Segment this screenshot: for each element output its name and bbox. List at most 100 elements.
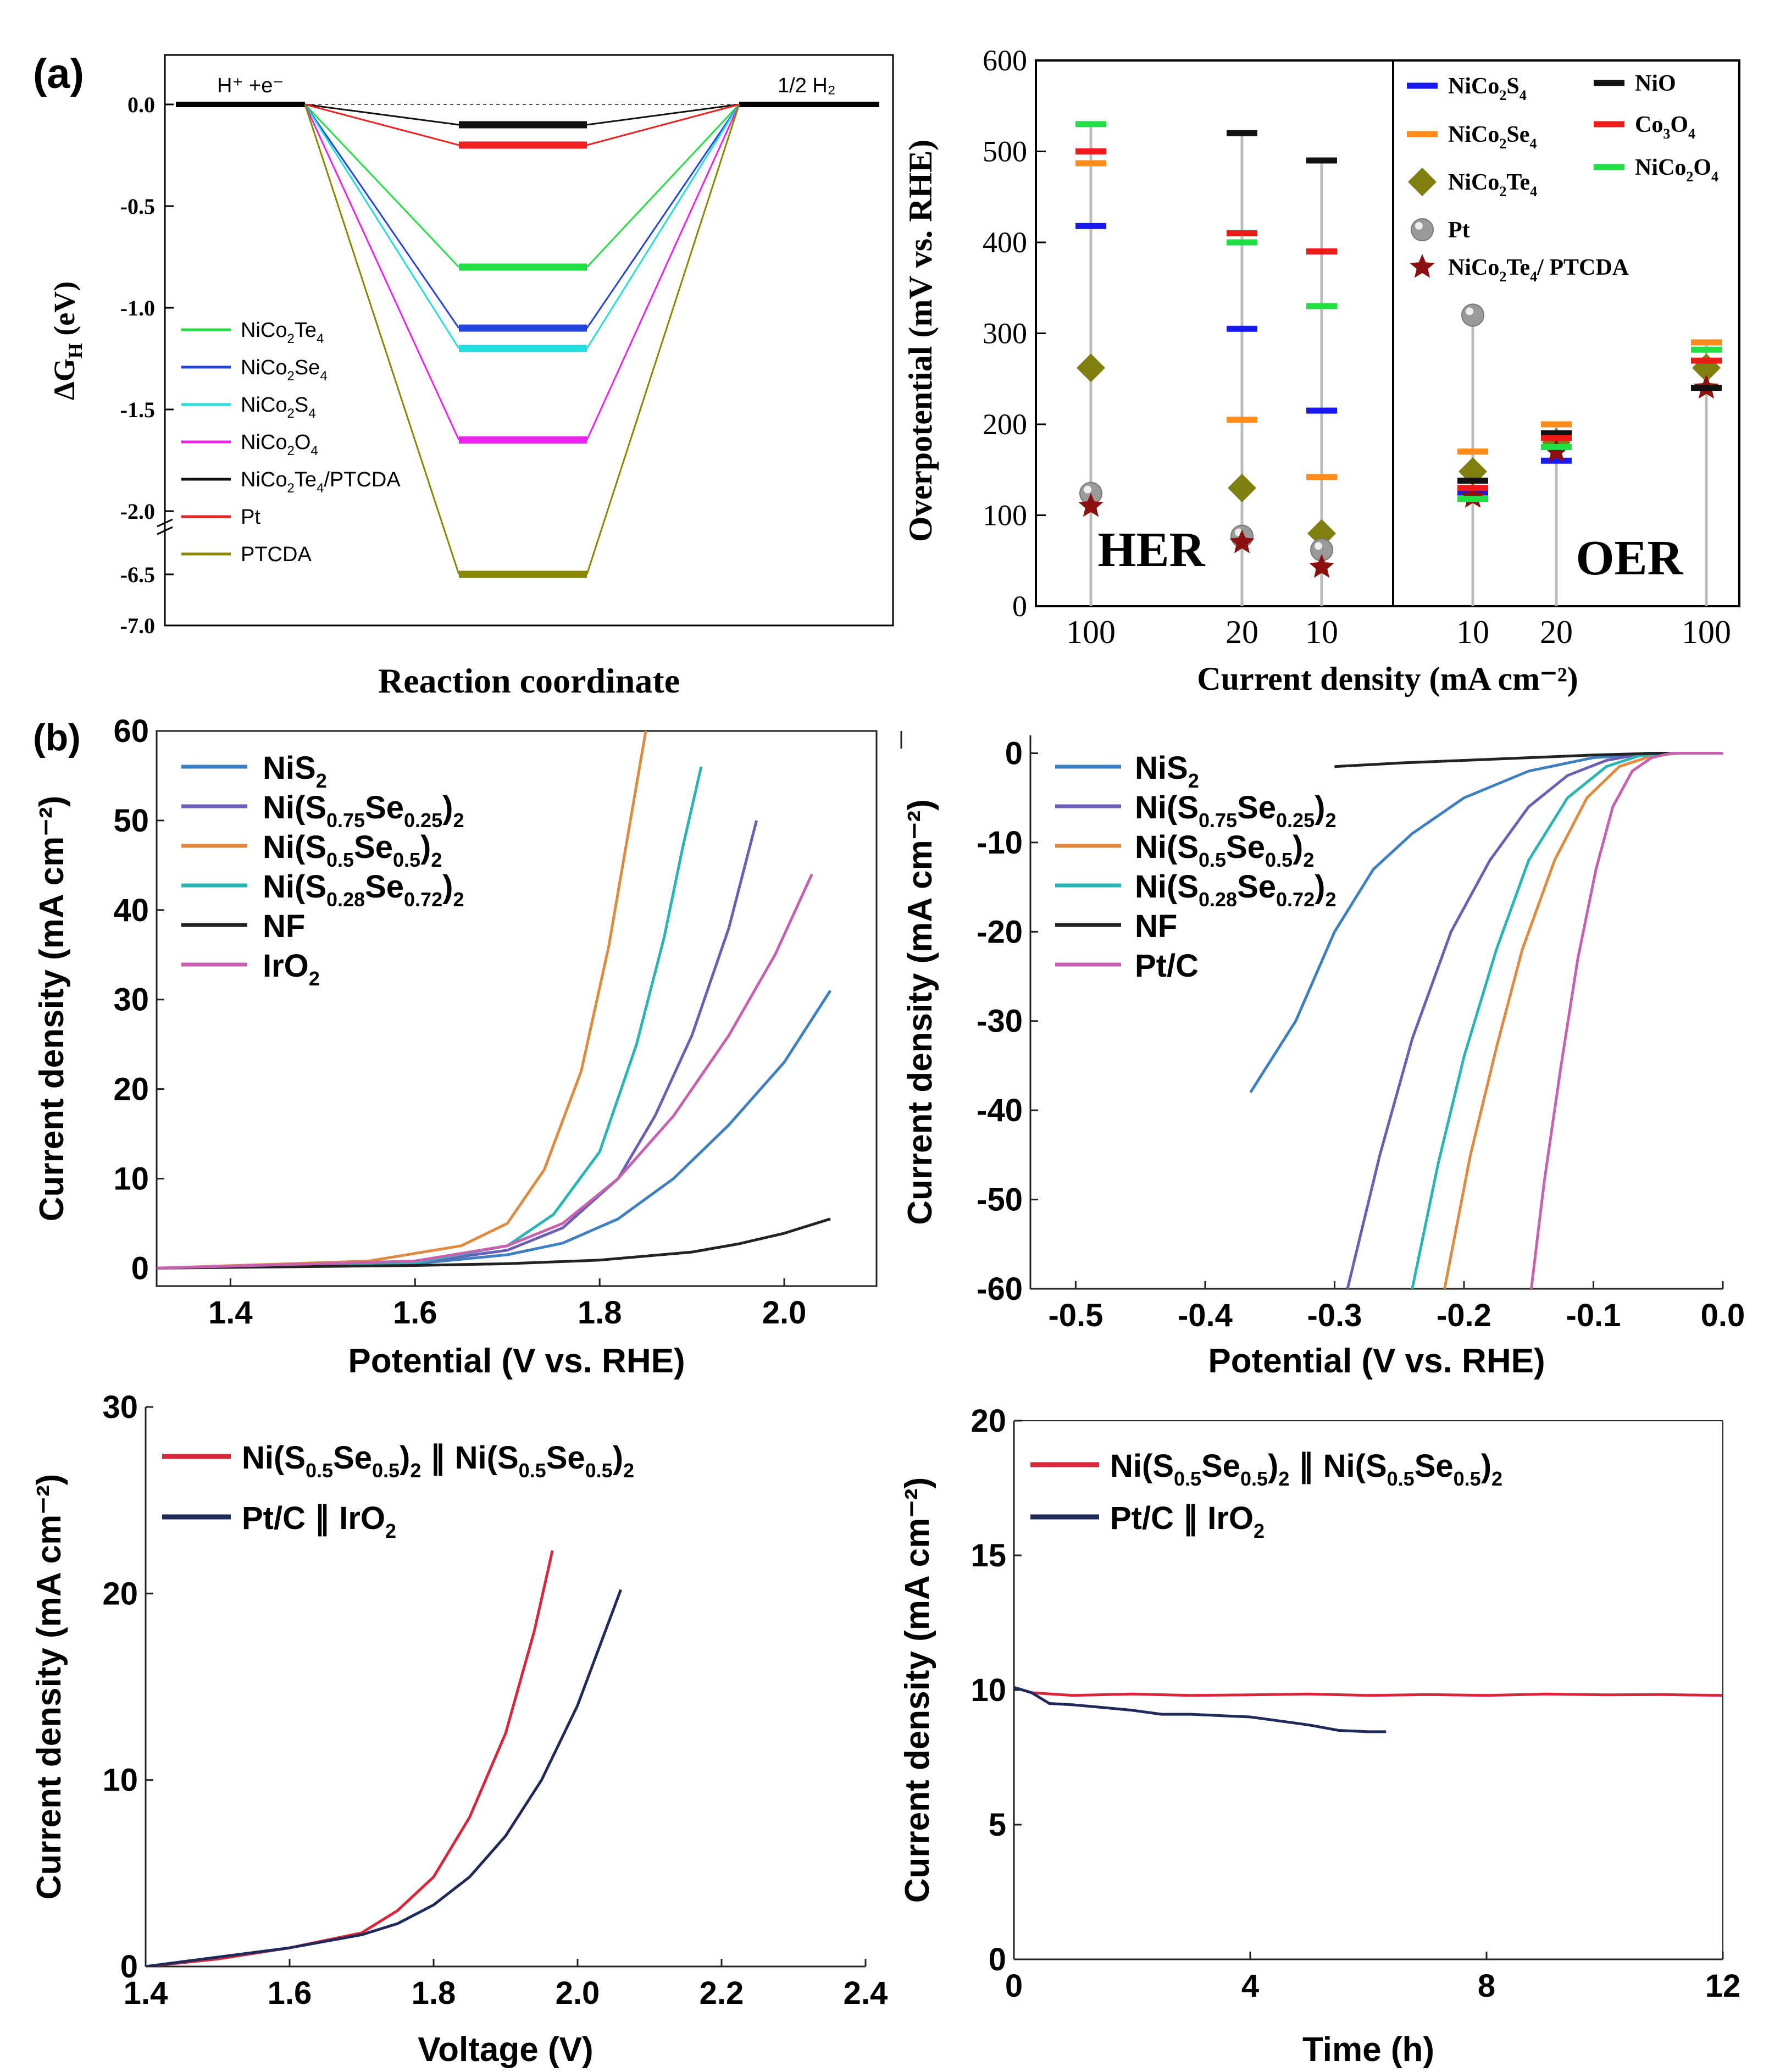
legend-label-part: NiCo xyxy=(241,356,287,379)
legend-label-part: 2 xyxy=(623,1459,634,1482)
x-tick-label: 10 xyxy=(1305,614,1338,650)
legend-label-part: ) xyxy=(400,1440,410,1476)
y-axis-label: Current density (mA cm⁻²) xyxy=(901,799,939,1225)
x-tick-label: -0.5 xyxy=(1048,1298,1103,1333)
x-tick-label: 12 xyxy=(1705,1968,1741,2004)
legend-label-part: NiCo xyxy=(241,394,287,417)
legend-label-part: 2 xyxy=(385,1520,396,1542)
legend-marker xyxy=(1408,168,1437,196)
legend-label-part: 2 xyxy=(453,888,464,911)
axis-break xyxy=(157,518,173,528)
x-tick-label: 20 xyxy=(1225,614,1258,650)
y-tick-label: -50 xyxy=(977,1182,1023,1218)
y-tick-label: 0 xyxy=(989,1942,1006,1977)
legend-label: NiS2 xyxy=(263,750,327,792)
legend-label-part: Pt/C xyxy=(1135,948,1199,984)
legend-label-part: Se xyxy=(1506,122,1529,147)
y-axis-label: ΔGH (eV) xyxy=(48,281,86,400)
legend-label-part: NiO xyxy=(1635,71,1676,96)
connector-line xyxy=(304,104,460,575)
data-point xyxy=(1461,303,1484,327)
y-tick-label: 400 xyxy=(983,226,1027,259)
legend-label: Ni(S0.75Se0.25)2 xyxy=(263,790,464,832)
legend-label-part: 0.25 xyxy=(1276,809,1315,832)
legend-label-part: ∥ Ni(S xyxy=(421,1440,518,1476)
legend-label-part: 2 xyxy=(287,444,294,458)
legend-label-part: 2 xyxy=(1499,269,1506,285)
data-point xyxy=(1307,519,1336,548)
series-line xyxy=(1334,752,1723,768)
legend-label-part: NiCo xyxy=(241,468,287,491)
y-tick-label: -1.0 xyxy=(120,296,155,320)
legend-label-part: 2 xyxy=(1499,87,1506,103)
series-line xyxy=(1014,1686,1387,1733)
legend-label-part: 4 xyxy=(320,369,327,384)
panel-b-label: (b) xyxy=(33,717,81,758)
legend-label: Pt/C xyxy=(1135,948,1199,984)
legend-label-part: ) xyxy=(613,1440,623,1476)
legend-label-part: 0.5 xyxy=(585,1459,613,1482)
legend-label-part: Ni(S xyxy=(242,1440,306,1476)
legend-label: Ni(S0.28Se0.72)2 xyxy=(263,869,464,911)
x-tick-label: 1.6 xyxy=(393,1295,437,1331)
legend-label-part: Se xyxy=(1237,869,1276,905)
legend-label-part: Ni(S xyxy=(1135,869,1199,905)
series-line xyxy=(1346,752,1723,1289)
x-tick-label: 1.8 xyxy=(578,1295,622,1331)
legend-label-part: 0.75 xyxy=(326,809,365,832)
y-axis-label-part: H xyxy=(64,343,86,358)
legend-label: NiCo2O4 xyxy=(241,431,318,458)
legend-label-part: 4 xyxy=(1530,184,1537,200)
legend-label: NiO xyxy=(1635,71,1676,96)
legend-label-part: ) xyxy=(1315,790,1325,826)
y-tick-label: 10 xyxy=(971,1672,1006,1708)
connector-line xyxy=(304,104,460,349)
legend-label-part: PTCDA xyxy=(241,543,312,566)
y-tick-label: 300 xyxy=(983,317,1027,350)
legend-label-part: 2 xyxy=(1499,184,1506,200)
legend-label-part: NiS xyxy=(1135,750,1188,786)
x-tick-label: 4 xyxy=(1241,1968,1259,2004)
overpotential-chart: 0 100 200 300 400 500 600 Overpotential (mV vs.… xyxy=(902,44,1740,697)
x-axis-label: Current density (mA cm⁻²) xyxy=(1197,661,1578,697)
data-point xyxy=(1078,493,1103,517)
y-tick-label: 20 xyxy=(113,1072,149,1107)
plot-frame xyxy=(156,730,878,1287)
end-label: 1/2 H₂ xyxy=(778,74,836,97)
series-group xyxy=(1249,752,1723,1289)
legend-label-part: Te xyxy=(1506,170,1530,195)
y-axis-label: Current density (mA cm⁻²) xyxy=(30,1474,68,1900)
data-point-highlight xyxy=(1315,542,1322,550)
data-point xyxy=(1544,438,1569,463)
legend-label-part: 4 xyxy=(1688,126,1695,142)
legend-label-part: 0.5 xyxy=(393,849,420,871)
data-point xyxy=(1229,529,1255,553)
connector-line xyxy=(586,104,740,329)
y-tick-label: -40 xyxy=(977,1093,1023,1128)
x-tick-label: -0.4 xyxy=(1178,1298,1233,1333)
x-tick-label: 100 xyxy=(1682,614,1731,650)
legend-label-part: NiCo xyxy=(241,319,287,342)
legend-label: NiS2 xyxy=(1135,750,1199,792)
legend-label-part: 2 xyxy=(453,809,464,832)
legend-label: NiCo2Se4 xyxy=(241,356,328,384)
x-axis-label: Potential (V vs. RHE) xyxy=(1208,1342,1545,1380)
oer-lsv-chart: 1.4 1.6 1.8 2.0 0 10 20 30 40 50 60 Potential (V vs… xyxy=(33,713,878,1380)
legend-label-part: Se xyxy=(1237,790,1276,826)
x-tick-label: 2.4 xyxy=(844,1975,888,2011)
y-tick-label: -20 xyxy=(977,914,1023,950)
x-tick-label: 10 xyxy=(1456,614,1489,650)
x-tick-label: -0.3 xyxy=(1307,1298,1362,1333)
oer-label: OER xyxy=(1576,531,1683,585)
data-point-highlight xyxy=(1084,485,1091,494)
legend-label-part: 4 xyxy=(1520,87,1527,103)
legend-marker xyxy=(1410,254,1435,278)
connector-line xyxy=(304,103,460,268)
her-lsv-chart: -0.5 -0.4 -0.3 -0.2 -0.1 0.0 0 -10 -20 -30 -40 -50 -… xyxy=(900,731,1745,1380)
legend-label: Pt xyxy=(241,506,260,529)
start-label: H⁺ +e⁻ xyxy=(217,74,284,97)
legend-label-part: Co xyxy=(1635,112,1663,137)
legend-label-part: NF xyxy=(263,908,305,944)
legend-label: Co3O4 xyxy=(1635,112,1695,142)
